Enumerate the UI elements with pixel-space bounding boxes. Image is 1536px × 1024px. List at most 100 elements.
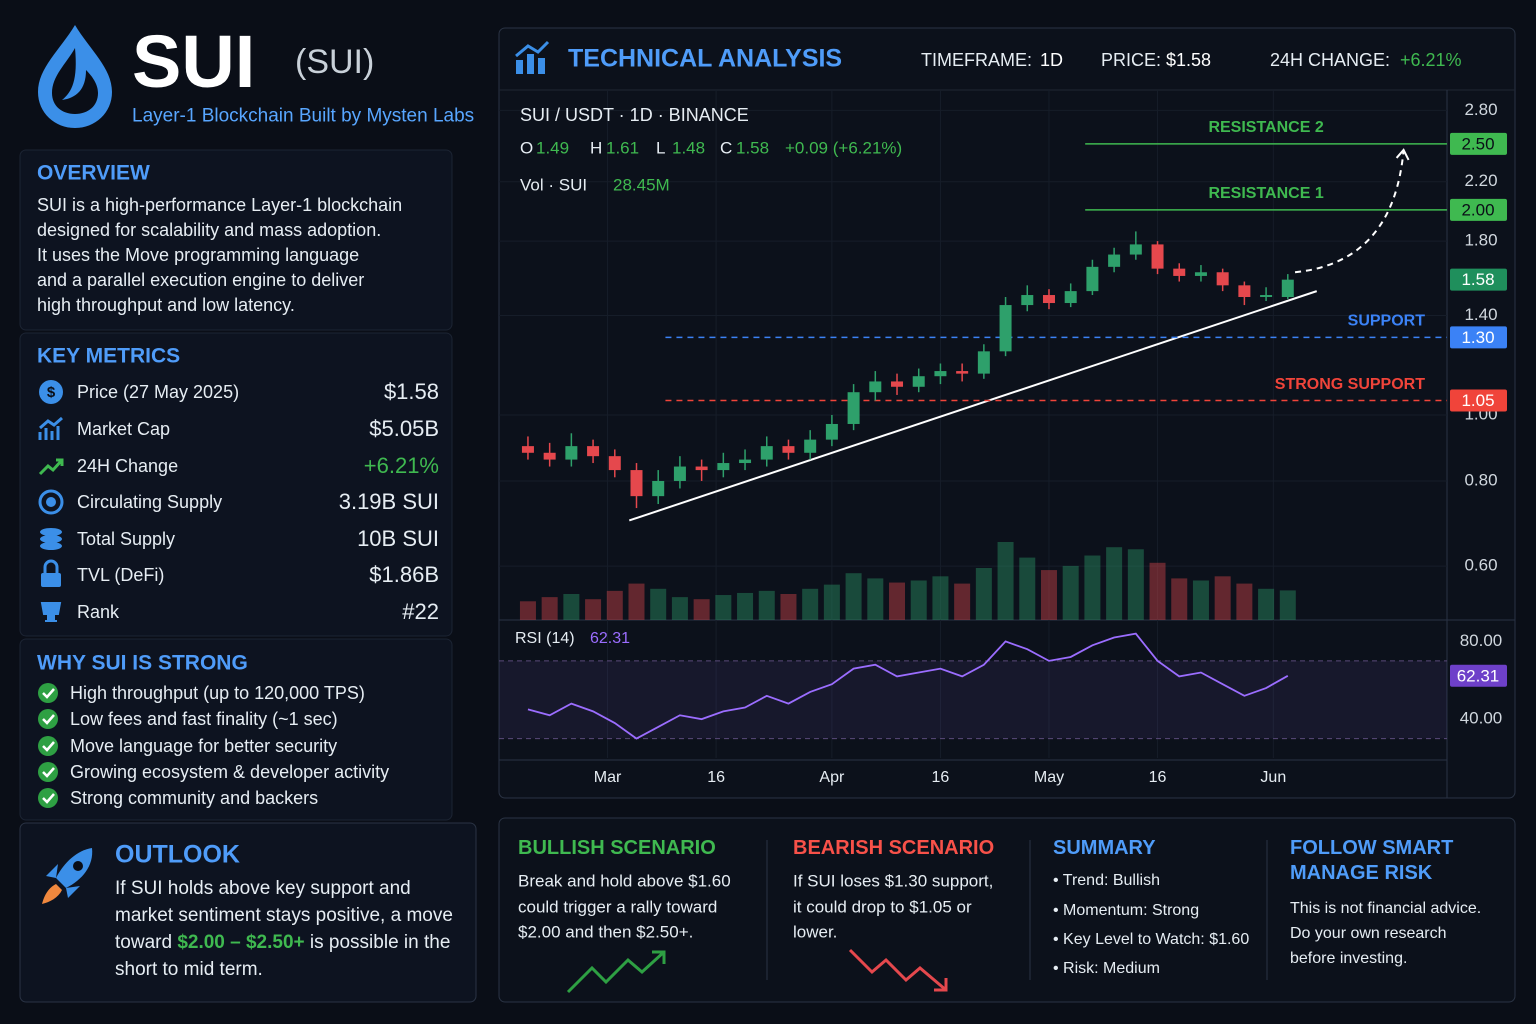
section-heading: KEY METRICS bbox=[37, 344, 181, 368]
outlook-highlight: $2.00 – $2.50+ bbox=[177, 932, 305, 953]
volume-bar bbox=[628, 583, 645, 620]
candle-body bbox=[1108, 254, 1121, 267]
strength-item: Move language for better security bbox=[70, 736, 338, 756]
advice-line: before investing. bbox=[1290, 950, 1408, 967]
y-tick-label: 0.80 bbox=[1464, 470, 1497, 489]
bearish-arrow bbox=[848, 948, 948, 992]
volume-bar bbox=[519, 601, 536, 620]
volume-bar bbox=[954, 583, 971, 620]
volume-bar bbox=[585, 599, 602, 620]
volume-bar bbox=[1084, 555, 1101, 620]
overview-line: designed for scalability and mass adopti… bbox=[37, 220, 382, 240]
volume-bar bbox=[541, 597, 558, 620]
svg-text:$: $ bbox=[47, 384, 56, 401]
volume-bar bbox=[889, 582, 906, 620]
candle-body bbox=[695, 466, 708, 471]
metric-label: Circulating Supply bbox=[77, 492, 223, 512]
timeframe: 1D bbox=[1040, 50, 1064, 70]
candle-body bbox=[608, 456, 621, 471]
scenario-line: it could drop to $1.05 or bbox=[793, 897, 972, 917]
rsi-name: RSI (14) bbox=[515, 630, 575, 647]
overview-box bbox=[19, 149, 453, 331]
metric-value: +6.21% bbox=[363, 453, 439, 478]
candle-body bbox=[652, 480, 665, 497]
volume-bar bbox=[1019, 557, 1036, 620]
ohlc-label: L bbox=[656, 138, 665, 157]
volume-bar bbox=[1106, 547, 1123, 620]
advice-line: This is not financial advice. bbox=[1290, 900, 1482, 917]
volume-bar bbox=[671, 597, 688, 620]
rsi-tick-label: 40.00 bbox=[1460, 709, 1503, 728]
metric-value: $5.05B bbox=[369, 416, 439, 441]
candle-body bbox=[1281, 279, 1294, 298]
outlook-text-part: is possible in the short to mid term. bbox=[115, 932, 451, 980]
ohlc-label: C bbox=[720, 138, 732, 157]
scenario-heading: BULLISH SCENARIO bbox=[518, 837, 716, 859]
volume-bar bbox=[1127, 549, 1144, 620]
logo bbox=[38, 25, 112, 128]
why-box bbox=[19, 638, 453, 821]
candle-body bbox=[1086, 266, 1099, 292]
level-tag bbox=[1450, 132, 1507, 155]
metric-icons: $ bbox=[38, 380, 64, 622]
volume-bar bbox=[606, 590, 623, 620]
scenario-panel bbox=[498, 817, 1516, 1003]
volume-bar bbox=[932, 576, 949, 620]
volume-bar bbox=[823, 584, 840, 620]
level-tag bbox=[1450, 198, 1507, 221]
volume-bar bbox=[867, 578, 884, 620]
strength-item: Growing ecosystem & developer activity bbox=[70, 762, 390, 782]
price-tag bbox=[1450, 268, 1507, 291]
volume-label: Vol · SUI bbox=[520, 175, 587, 194]
overview-line: high throughput and low latency. bbox=[37, 295, 295, 315]
metric-value: #22 bbox=[402, 599, 439, 624]
x-tick-label: 16 bbox=[932, 769, 950, 786]
volume-value: 28.45M bbox=[613, 175, 670, 194]
metrics-box bbox=[19, 332, 453, 637]
price-label: PRICE: bbox=[1101, 50, 1162, 70]
candle-body bbox=[760, 446, 773, 460]
strength-item: Low fees and fast finality (~1 sec) bbox=[70, 709, 338, 729]
rsi-tag-label: 62.31 bbox=[1457, 666, 1500, 685]
candle-body bbox=[565, 446, 578, 460]
candle-body bbox=[1216, 272, 1229, 286]
metric-value: 10B SUI bbox=[357, 526, 439, 551]
level-label: SUPPORT bbox=[1348, 313, 1426, 330]
volume-bar bbox=[1171, 578, 1188, 620]
level-tag-label: 2.00 bbox=[1461, 200, 1494, 219]
change: +6.21% bbox=[1400, 50, 1462, 70]
volume-bar bbox=[737, 592, 754, 620]
y-tick-label: 0.60 bbox=[1464, 556, 1497, 575]
scenario-line: $2.00 and then $2.50+. bbox=[518, 922, 694, 942]
y-tick-label: 2.20 bbox=[1464, 171, 1497, 190]
candle-body bbox=[912, 376, 925, 387]
subtitle: Layer-1 Blockchain Built by Mysten Labs bbox=[132, 105, 475, 127]
price: $1.58 bbox=[1166, 50, 1212, 70]
candle-body bbox=[1129, 244, 1142, 255]
volume-bar bbox=[1258, 588, 1275, 620]
analysis-icon bbox=[515, 40, 550, 74]
candle-body bbox=[1064, 291, 1077, 304]
candle-body bbox=[739, 459, 752, 464]
strength-item: High throughput (up to 120,000 TPS) bbox=[70, 683, 365, 703]
scenario-line: Break and hold above $1.60 bbox=[518, 871, 731, 891]
scenario-line: If SUI loses $1.30 support, bbox=[793, 871, 994, 891]
change-text: +0.09 (+6.21%) bbox=[785, 138, 902, 157]
section-heading: OVERVIEW bbox=[37, 161, 150, 185]
volume-bar bbox=[1149, 562, 1166, 620]
candle-body bbox=[1238, 285, 1251, 298]
section-heading: OUTLOOK bbox=[115, 840, 240, 869]
candle-body bbox=[1021, 295, 1034, 306]
metric-label: Rank bbox=[77, 602, 120, 622]
panel-title: TECHNICAL ANALYSIS bbox=[568, 44, 843, 73]
candle-body bbox=[1151, 244, 1164, 269]
metric-label: Market Cap bbox=[77, 419, 171, 439]
rocket-icon bbox=[42, 848, 93, 904]
advice-line: Do your own research bbox=[1290, 925, 1447, 942]
ohlc-label: H bbox=[590, 138, 602, 157]
y-tick-label: 1.80 bbox=[1464, 231, 1497, 250]
level-tag-label: 2.50 bbox=[1461, 134, 1494, 153]
chart-panel bbox=[498, 27, 1516, 799]
bullish-arrow bbox=[566, 950, 666, 994]
trendline bbox=[628, 290, 1318, 522]
